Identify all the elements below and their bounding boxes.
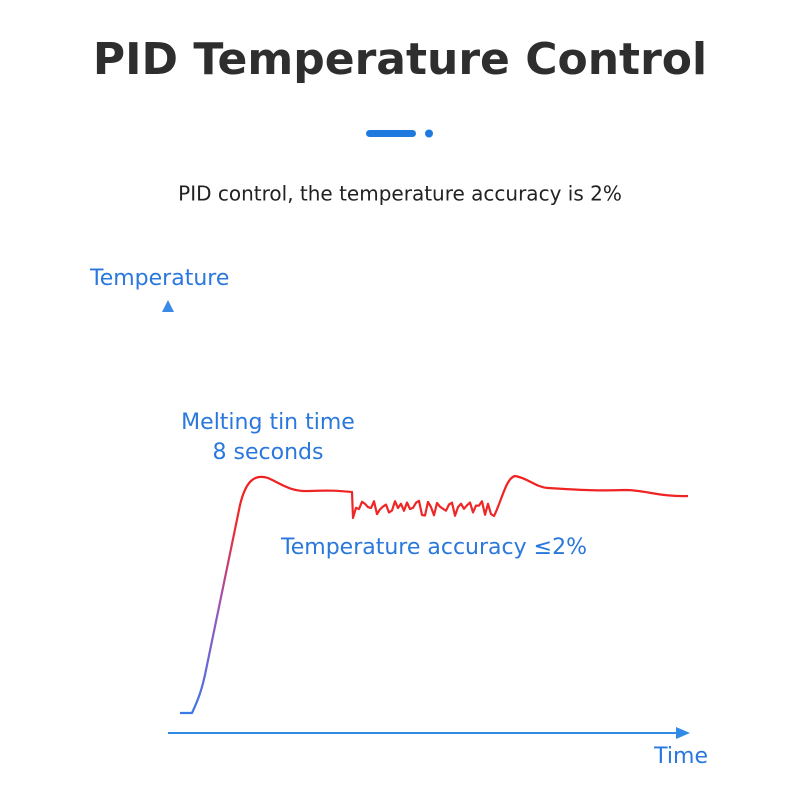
decor-dot: [425, 129, 433, 138]
x-arrow: [676, 727, 690, 739]
x-axis-label: Time: [653, 744, 708, 769]
annotation: Temperature accuracy ≤2%: [280, 535, 587, 560]
annotation: 8 seconds: [213, 440, 324, 465]
decor-bar: [366, 130, 416, 137]
y-arrow: [162, 300, 174, 312]
y-axis-label: Temperature: [89, 266, 229, 291]
temperature-curve: [180, 474, 689, 715]
title: PID Temperature Control: [93, 34, 707, 85]
subtitle: PID control, the temperature accuracy is…: [178, 182, 622, 206]
annotation: Melting tin time: [181, 410, 355, 435]
